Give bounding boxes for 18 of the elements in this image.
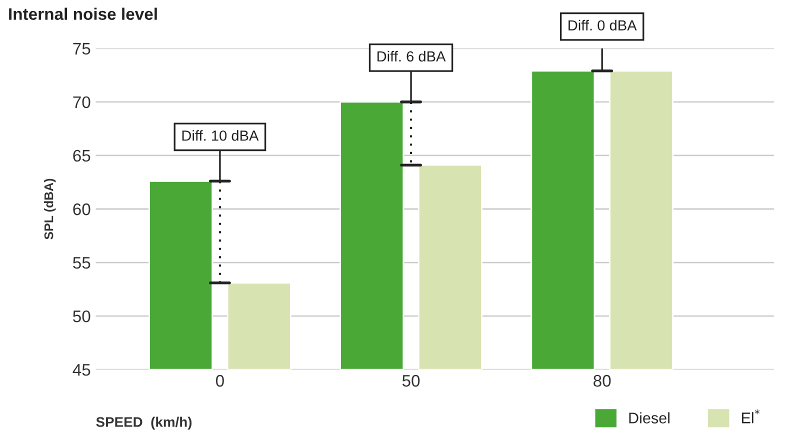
y-tick-label: 55 [73,257,90,269]
chart-title: Internal noise level [9,8,157,20]
legend-label: El$^{*}$ [742,409,760,424]
legend-label: Diesel [629,412,670,424]
y-tick-label: 50 [73,310,90,322]
text: Diff. 0 dBA [568,20,637,31]
y-tick-label: 60 [73,203,90,216]
y-tick-label: 65 [73,150,90,162]
annotation: Diff. 6 dBA [378,50,446,62]
x-axis-title: SPEED (km/h) [96,416,192,430]
x-tick-label: 80 [594,374,611,387]
x-tick-label: 50 [402,374,420,387]
y-tick-label: 75 [73,42,90,55]
annotation: Diff. 10 dBA [182,130,259,141]
x-tick-label: 0 [216,374,224,387]
y-axis-title: SPL (dBA) [44,178,56,240]
y-tick-label: 45 [72,364,90,376]
y-tick-label: 70 [73,96,90,108]
